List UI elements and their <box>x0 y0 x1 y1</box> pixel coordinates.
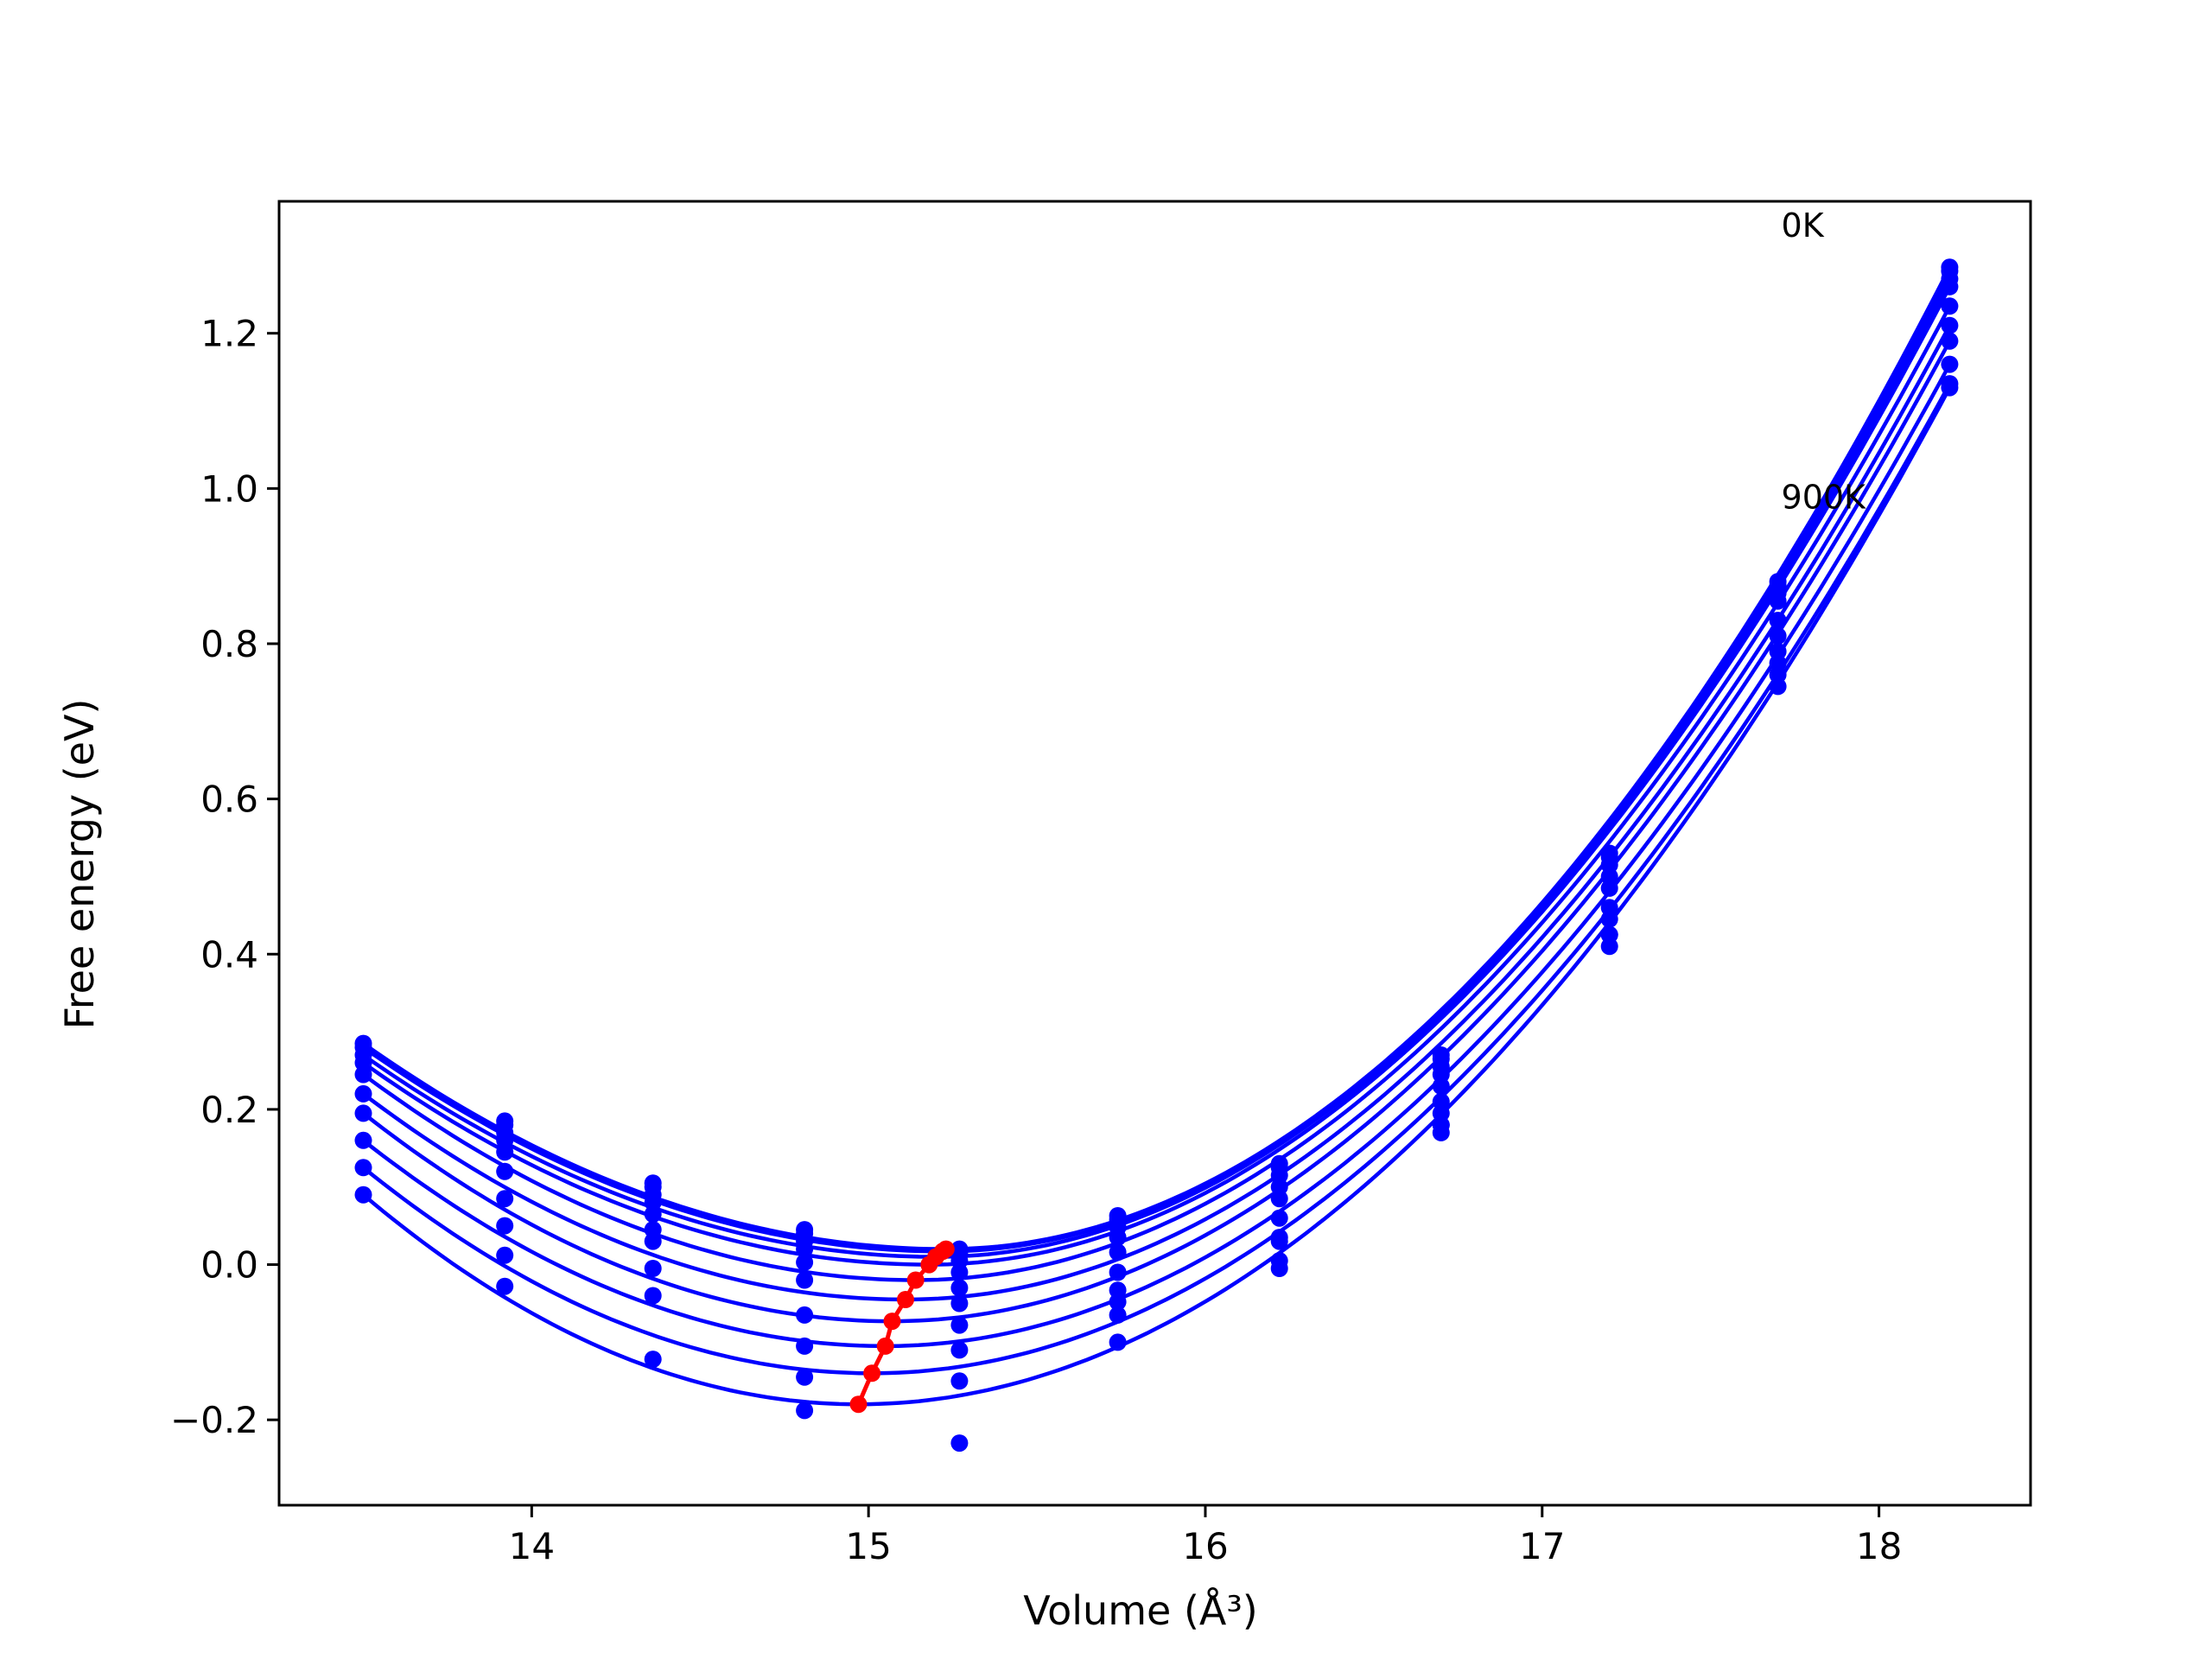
data-point-s8-v5 <box>1109 1333 1127 1351</box>
data-point-s4-v2 <box>644 1205 662 1224</box>
y-tick-label-7: 1.2 <box>200 313 258 355</box>
data-point-s9-v6 <box>1270 1232 1288 1250</box>
data-point-s9-v3 <box>796 1402 814 1420</box>
data-point-s4-v6 <box>1270 1190 1288 1208</box>
minimum-point-5 <box>906 1271 925 1289</box>
fit-curve-9 <box>362 386 1952 1407</box>
minimum-point-0 <box>849 1395 868 1414</box>
data-point-s9-v2 <box>644 1351 662 1369</box>
x-tick-label-4: 18 <box>1856 1525 1902 1567</box>
y-tick-label-3: 0.4 <box>200 933 258 976</box>
data-point-s8-v0 <box>354 1159 372 1177</box>
data-point-s7-v5 <box>1109 1306 1127 1324</box>
minimum-point-1 <box>863 1364 881 1382</box>
data-point-s3-v10 <box>1941 277 1959 296</box>
annotation-1: 900K <box>1782 478 1867 516</box>
data-point-s5-v10 <box>1941 316 1959 334</box>
data-point-s7-v10 <box>1941 355 1959 373</box>
fitted-curves <box>362 266 1952 1407</box>
data-point-s4-v9 <box>1769 612 1787 629</box>
data-point-s9-v4 <box>950 1434 969 1452</box>
x-tick-label-0: 14 <box>509 1525 555 1567</box>
fit-curve-2 <box>362 277 1952 1259</box>
y-tick-label-2: 0.2 <box>200 1089 258 1131</box>
data-point-s5-v1 <box>496 1162 514 1180</box>
x-axis-ticks: 14 15 16 17 18 <box>509 1505 1902 1567</box>
fit-curve-5 <box>362 324 1952 1302</box>
data-point-s6-v3 <box>796 1306 814 1324</box>
data-point-s7-v4 <box>950 1341 969 1359</box>
minimum-point-9 <box>937 1240 955 1258</box>
x-axis-label: Volume (Å³) <box>1023 1587 1258 1634</box>
x-tick-label-1: 15 <box>845 1525 891 1567</box>
data-point-s8-v2 <box>644 1287 662 1305</box>
data-point-s4-v7 <box>1432 1077 1450 1095</box>
fit-curve-3 <box>362 285 1952 1267</box>
y-axis-label: Free energy (eV) <box>56 699 103 1030</box>
data-point-s5-v5 <box>1109 1263 1127 1281</box>
data-point-s7-v3 <box>796 1337 814 1355</box>
data-point-s8-v6 <box>1270 1260 1288 1277</box>
data-point-s9-v1 <box>496 1277 514 1295</box>
y-tick-label-4: 0.6 <box>200 779 258 821</box>
y-tick-label-5: 0.8 <box>200 623 258 665</box>
data-point-s7-v2 <box>644 1260 662 1277</box>
y-tick-label-1: 0.0 <box>200 1244 258 1287</box>
data-point-s3-v9 <box>1769 592 1787 610</box>
data-point-s7-v0 <box>354 1131 372 1149</box>
fit-curve-7 <box>362 363 1952 1349</box>
data-point-s5-v4 <box>950 1294 969 1313</box>
data-point-s4-v5 <box>1109 1243 1127 1262</box>
x-tick-label-3: 17 <box>1519 1525 1565 1567</box>
x-tick-label-2: 16 <box>1182 1525 1228 1567</box>
data-point-s6-v4 <box>950 1316 969 1334</box>
data-point-s6-v10 <box>1941 332 1959 350</box>
minimum-point-4 <box>897 1291 914 1308</box>
data-point-s6-v8 <box>1600 910 1618 928</box>
minimum-path <box>849 1240 955 1414</box>
data-point-s3-v3 <box>796 1240 814 1258</box>
data-point-s4-v3 <box>796 1253 814 1271</box>
y-tick-label-6: 1.0 <box>200 467 258 510</box>
data-point-s3-v4 <box>950 1263 969 1281</box>
data-point-s9-v0 <box>354 1185 372 1204</box>
data-point-s7-v1 <box>496 1217 514 1235</box>
data-point-s5-v6 <box>1270 1209 1288 1227</box>
data-point-s4-v1 <box>496 1143 514 1161</box>
data-point-s4-v8 <box>1600 879 1618 897</box>
data-point-s8-v4 <box>950 1372 969 1390</box>
data-point-s5-v3 <box>796 1271 814 1289</box>
data-points <box>354 258 1959 1452</box>
minimum-point-3 <box>883 1313 901 1331</box>
plot-area-frame <box>277 200 2032 1507</box>
data-point-s8-v3 <box>796 1368 814 1386</box>
data-point-s4-v10 <box>1941 297 1959 315</box>
fit-curve-1 <box>362 270 1952 1254</box>
annotation-0: 0K <box>1782 207 1825 245</box>
fit-curve-4 <box>362 305 1952 1282</box>
data-point-s5-v9 <box>1769 627 1787 645</box>
data-point-s3-v5 <box>1109 1229 1127 1247</box>
data-point-s8-v1 <box>496 1246 514 1264</box>
data-point-s9-v10 <box>1941 378 1959 397</box>
data-point-s6-v1 <box>496 1190 514 1208</box>
data-point-s9-v9 <box>1769 677 1787 696</box>
temperature-annotations: 0K 900K <box>1782 207 1867 516</box>
minimum-point-2 <box>876 1337 894 1355</box>
y-tick-label-0: −0.2 <box>170 1399 258 1441</box>
fit-curve-8 <box>362 383 1952 1376</box>
data-point-s4-v0 <box>354 1065 372 1084</box>
data-point-s6-v0 <box>354 1104 372 1122</box>
fit-curve-6 <box>362 340 1952 1324</box>
data-point-s6-v2 <box>644 1232 662 1250</box>
data-point-s5-v0 <box>354 1084 372 1103</box>
data-point-s9-v8 <box>1600 925 1618 944</box>
data-point-s9-v5 <box>1109 1293 1127 1311</box>
data-point-s4-v4 <box>950 1279 969 1297</box>
data-point-s9-v7 <box>1432 1116 1450 1134</box>
y-axis-ticks: −0.2 0.0 0.2 0.4 0.6 0.8 1.0 1.2 <box>170 313 279 1441</box>
